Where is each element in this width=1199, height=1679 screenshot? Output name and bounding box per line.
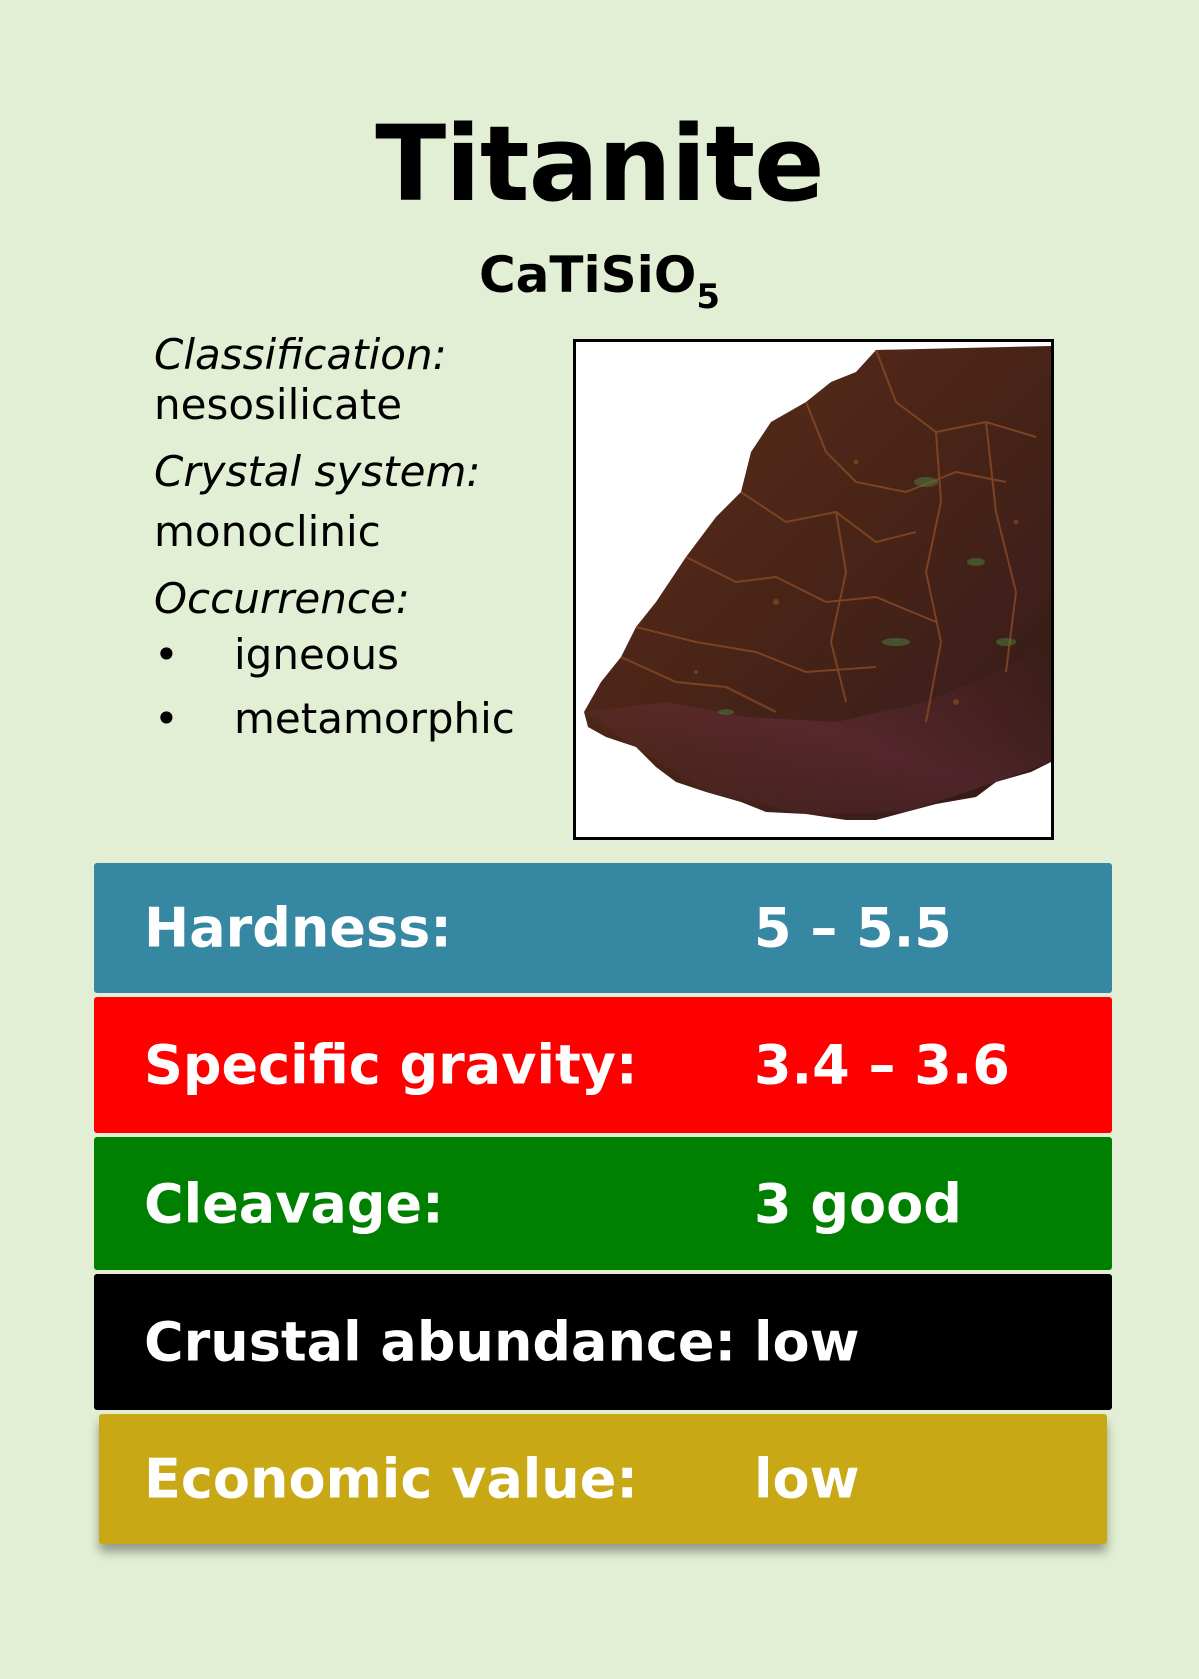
property-label: Specific gravity: — [144, 1033, 638, 1097]
classification-label: Classification: — [154, 330, 447, 379]
bullet-icon: • — [154, 694, 179, 744]
property-value: 3.4 – 3.6 — [754, 1033, 1010, 1097]
property-value: 3 good — [754, 1172, 962, 1235]
property-value: low — [754, 1310, 860, 1374]
specimen-photo — [573, 339, 1054, 840]
occurrence-label: Occurrence: — [154, 573, 410, 623]
crystal-system-label: Crystal system: — [154, 446, 481, 496]
chemical-formula: CaTiSiO5 — [0, 250, 1199, 314]
occurrence-list: • igneous • metamorphic — [154, 630, 554, 745]
property-label: Hardness: — [144, 896, 452, 960]
formula-subscript: 5 — [696, 277, 720, 317]
mineral-name: Titanite — [375, 103, 824, 225]
classification-value: nesosilicate — [154, 380, 403, 430]
property-label: Cleavage: — [144, 1172, 444, 1235]
mineral-info: Classification: nesosilicate Crystal sys… — [154, 330, 554, 745]
property-label: Crustal abundance: — [144, 1310, 737, 1374]
property-bar-hardness: Hardness: 5 – 5.5 — [94, 863, 1112, 993]
property-label: Economic value: — [144, 1447, 638, 1511]
property-bar-specific-gravity: Specific gravity: 3.4 – 3.6 — [94, 997, 1112, 1133]
occurrence-item: • metamorphic — [154, 694, 554, 744]
crystal-system-value: monoclinic — [154, 507, 381, 557]
formula-main: CaTiSiO — [478, 246, 697, 304]
property-value: 5 – 5.5 — [754, 896, 952, 960]
property-bar-cleavage: Cleavage: 3 good — [94, 1137, 1112, 1270]
property-bar-crustal-abundance: Crustal abundance: low — [94, 1274, 1112, 1410]
property-bars: Hardness: 5 – 5.5 Specific gravity: 3.4 … — [94, 863, 1112, 1548]
bullet-icon: • — [154, 629, 179, 679]
rock-sample-image — [584, 346, 1051, 820]
occurrence-item-text: metamorphic — [234, 694, 515, 744]
property-value: low — [754, 1447, 860, 1511]
occurrence-item-text: igneous — [234, 629, 399, 679]
property-bar-economic-value: Economic value: low — [99, 1414, 1107, 1544]
occurrence-item: • igneous — [154, 630, 554, 680]
